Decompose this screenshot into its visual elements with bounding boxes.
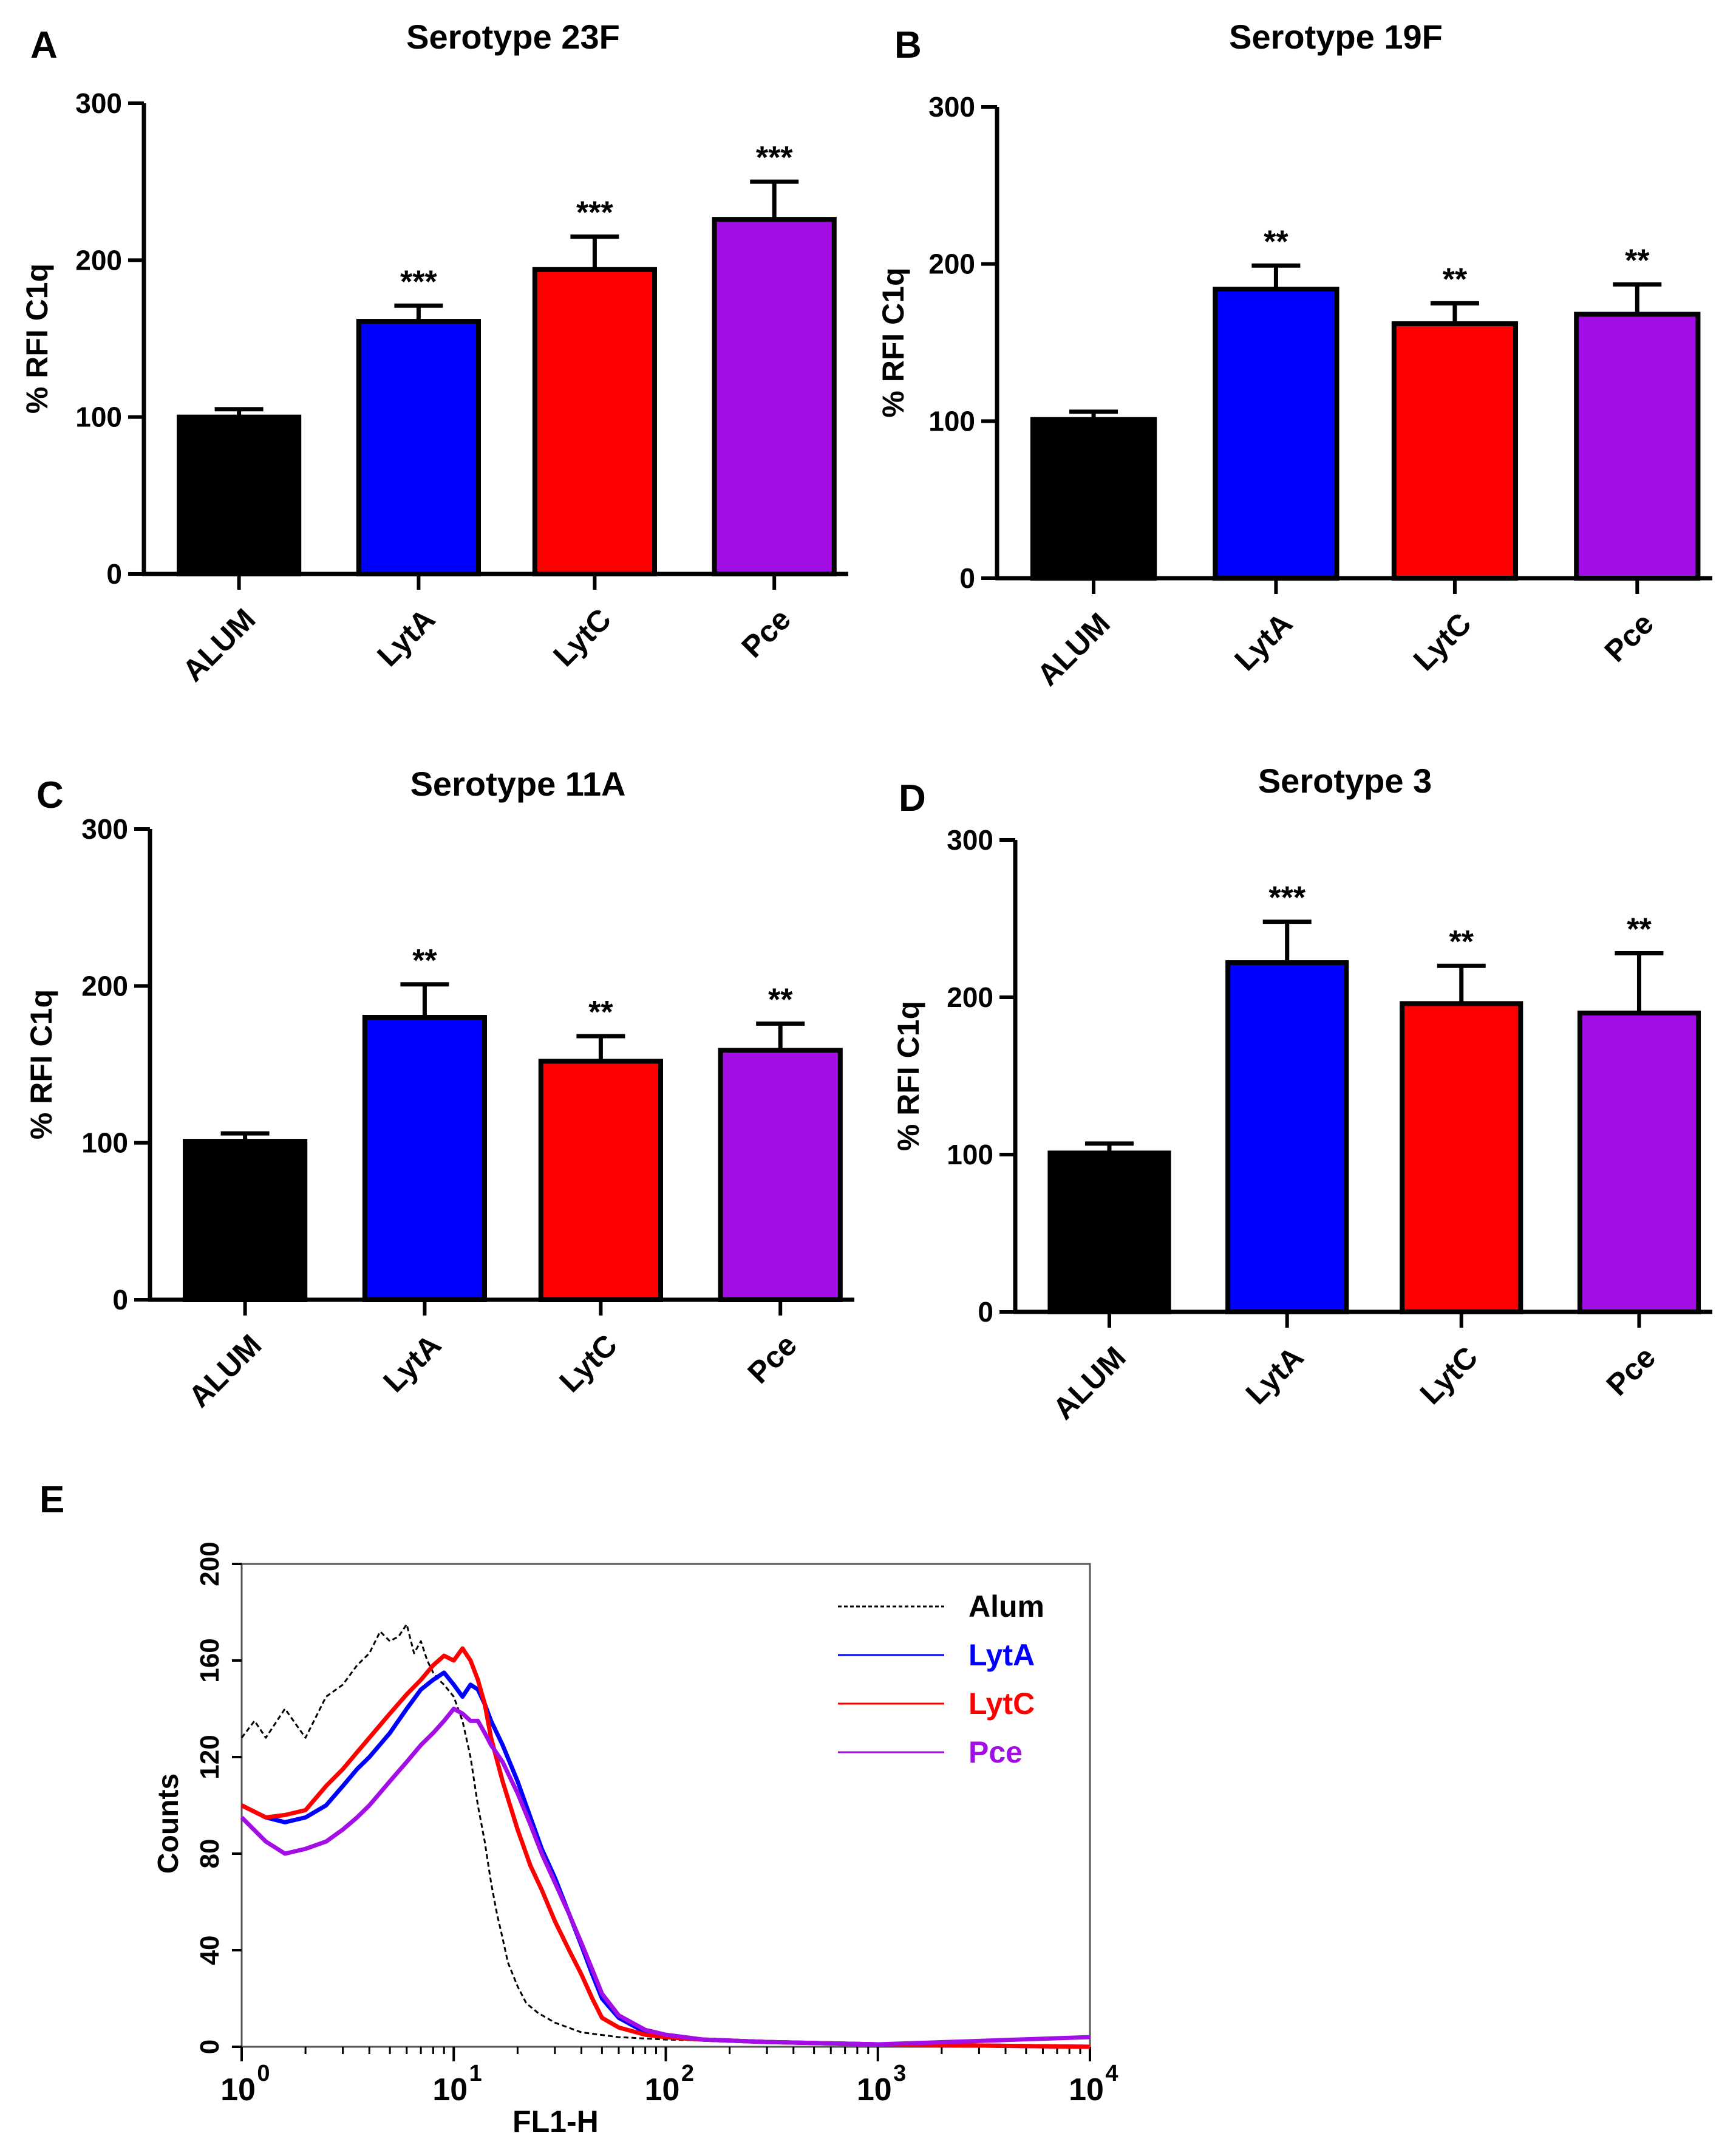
significance-label: *** (576, 196, 613, 231)
series-line-lytc (240, 1646, 1091, 2049)
significance-label: ** (1449, 924, 1474, 960)
series-line-alum (240, 1623, 1091, 2048)
significance-label: *** (756, 140, 793, 176)
significance-label: ** (588, 995, 613, 1030)
bar-lyta (1213, 287, 1339, 581)
significance-label: ** (412, 943, 437, 978)
significance-label: ** (768, 982, 793, 1017)
panel-letter: D (899, 777, 926, 819)
significance-label: ** (1627, 912, 1652, 947)
y-tick-label: 300 (928, 91, 975, 123)
y-tick-label: 0 (195, 2039, 225, 2054)
x-tick-exponent: 1 (469, 2061, 482, 2086)
panel-letter: A (30, 24, 58, 66)
bar-lyta (362, 1015, 487, 1302)
bar-pce (1577, 1010, 1701, 1315)
bar-lytc (532, 267, 657, 576)
significance-label: *** (400, 264, 437, 299)
bar-pce (1574, 312, 1701, 581)
panel-C: C Serotype 11A% RFI C1q0100200300ALUM**Ly… (24, 765, 854, 1414)
bar-pce (718, 1048, 843, 1302)
y-tick-label: 200 (195, 1541, 225, 1586)
significance-label: ** (1443, 262, 1468, 297)
panel-letter: C (36, 774, 64, 816)
y-tick-label: 200 (75, 244, 122, 276)
y-tick-label: 40 (195, 1936, 225, 1965)
y-tick-label: 200 (947, 981, 993, 1013)
legend-label-pce: Pce (968, 1735, 1023, 1769)
y-tick-label: 0 (959, 562, 975, 594)
y-tick-label: 300 (75, 87, 122, 119)
y-tick-label: 0 (978, 1296, 993, 1328)
panel-letter: E (39, 1479, 64, 1521)
y-tick-label: 300 (947, 824, 993, 856)
bar-lytc (538, 1059, 663, 1303)
x-tick-exponent: 3 (893, 2061, 906, 2086)
x-tick-label: 10 (1069, 2072, 1104, 2108)
x-tick-exponent: 4 (1105, 2061, 1118, 2086)
x-tick-label: 10 (432, 2072, 468, 2108)
bar-alum (1047, 1150, 1171, 1315)
chart-title: Serotype 11A (410, 765, 626, 803)
y-axis-label: % RFI C1q (891, 1001, 925, 1151)
significance-label: *** (1268, 881, 1305, 916)
x-axis-label: FL1-H (512, 2104, 599, 2138)
y-tick-label: 0 (112, 1284, 128, 1316)
y-tick-label: 80 (195, 1839, 225, 1869)
y-tick-label: 160 (195, 1638, 225, 1682)
bar-lyta (1225, 960, 1349, 1314)
y-tick-label: 100 (928, 405, 975, 437)
y-tick-label: 120 (195, 1735, 225, 1779)
panel-letter: B (894, 24, 922, 66)
chart-title: Serotype 19F (1229, 18, 1443, 56)
y-tick-label: 100 (947, 1139, 993, 1170)
bar-alum (1030, 417, 1157, 581)
bar-lytc (1391, 321, 1519, 581)
x-tick-label: 10 (857, 2072, 892, 2108)
x-tick-label: 10 (220, 2072, 256, 2108)
bar-lyta (356, 319, 481, 576)
bar-lytc (1400, 1001, 1523, 1314)
y-tick-label: 0 (106, 558, 122, 590)
y-axis-label: % RFI C1q (20, 264, 54, 414)
x-tick-exponent: 2 (681, 2061, 694, 2086)
legend-label-lyta: LytA (968, 1638, 1035, 1672)
y-tick-label: 100 (81, 1127, 128, 1159)
bar-alum (177, 414, 302, 577)
bar-pce (712, 217, 837, 576)
chart-title: Serotype 23F (406, 18, 620, 56)
y-axis-label: Counts (152, 1773, 185, 1874)
x-tick-label: 10 (645, 2072, 680, 2108)
y-axis-label: % RFI C1q (24, 989, 58, 1139)
significance-label: ** (1625, 243, 1650, 278)
bar-alum (183, 1139, 308, 1303)
y-tick-label: 100 (75, 401, 122, 433)
y-tick-label: 300 (81, 813, 128, 845)
chart-title: Serotype 3 (1258, 762, 1432, 800)
x-tick-exponent: 0 (257, 2061, 270, 2086)
significance-label: ** (1264, 224, 1288, 259)
panel-B: B Serotype 19F% RFI C1q0100200300ALUM**Ly… (876, 18, 1712, 692)
y-tick-label: 200 (81, 970, 128, 1002)
series-line-pce (240, 1707, 1091, 2047)
y-axis-label: % RFI C1q (876, 267, 910, 417)
legend-label-lytc: LytC (968, 1687, 1035, 1721)
legend-label-alum: Alum (968, 1589, 1044, 1623)
y-tick-label: 200 (928, 248, 975, 280)
